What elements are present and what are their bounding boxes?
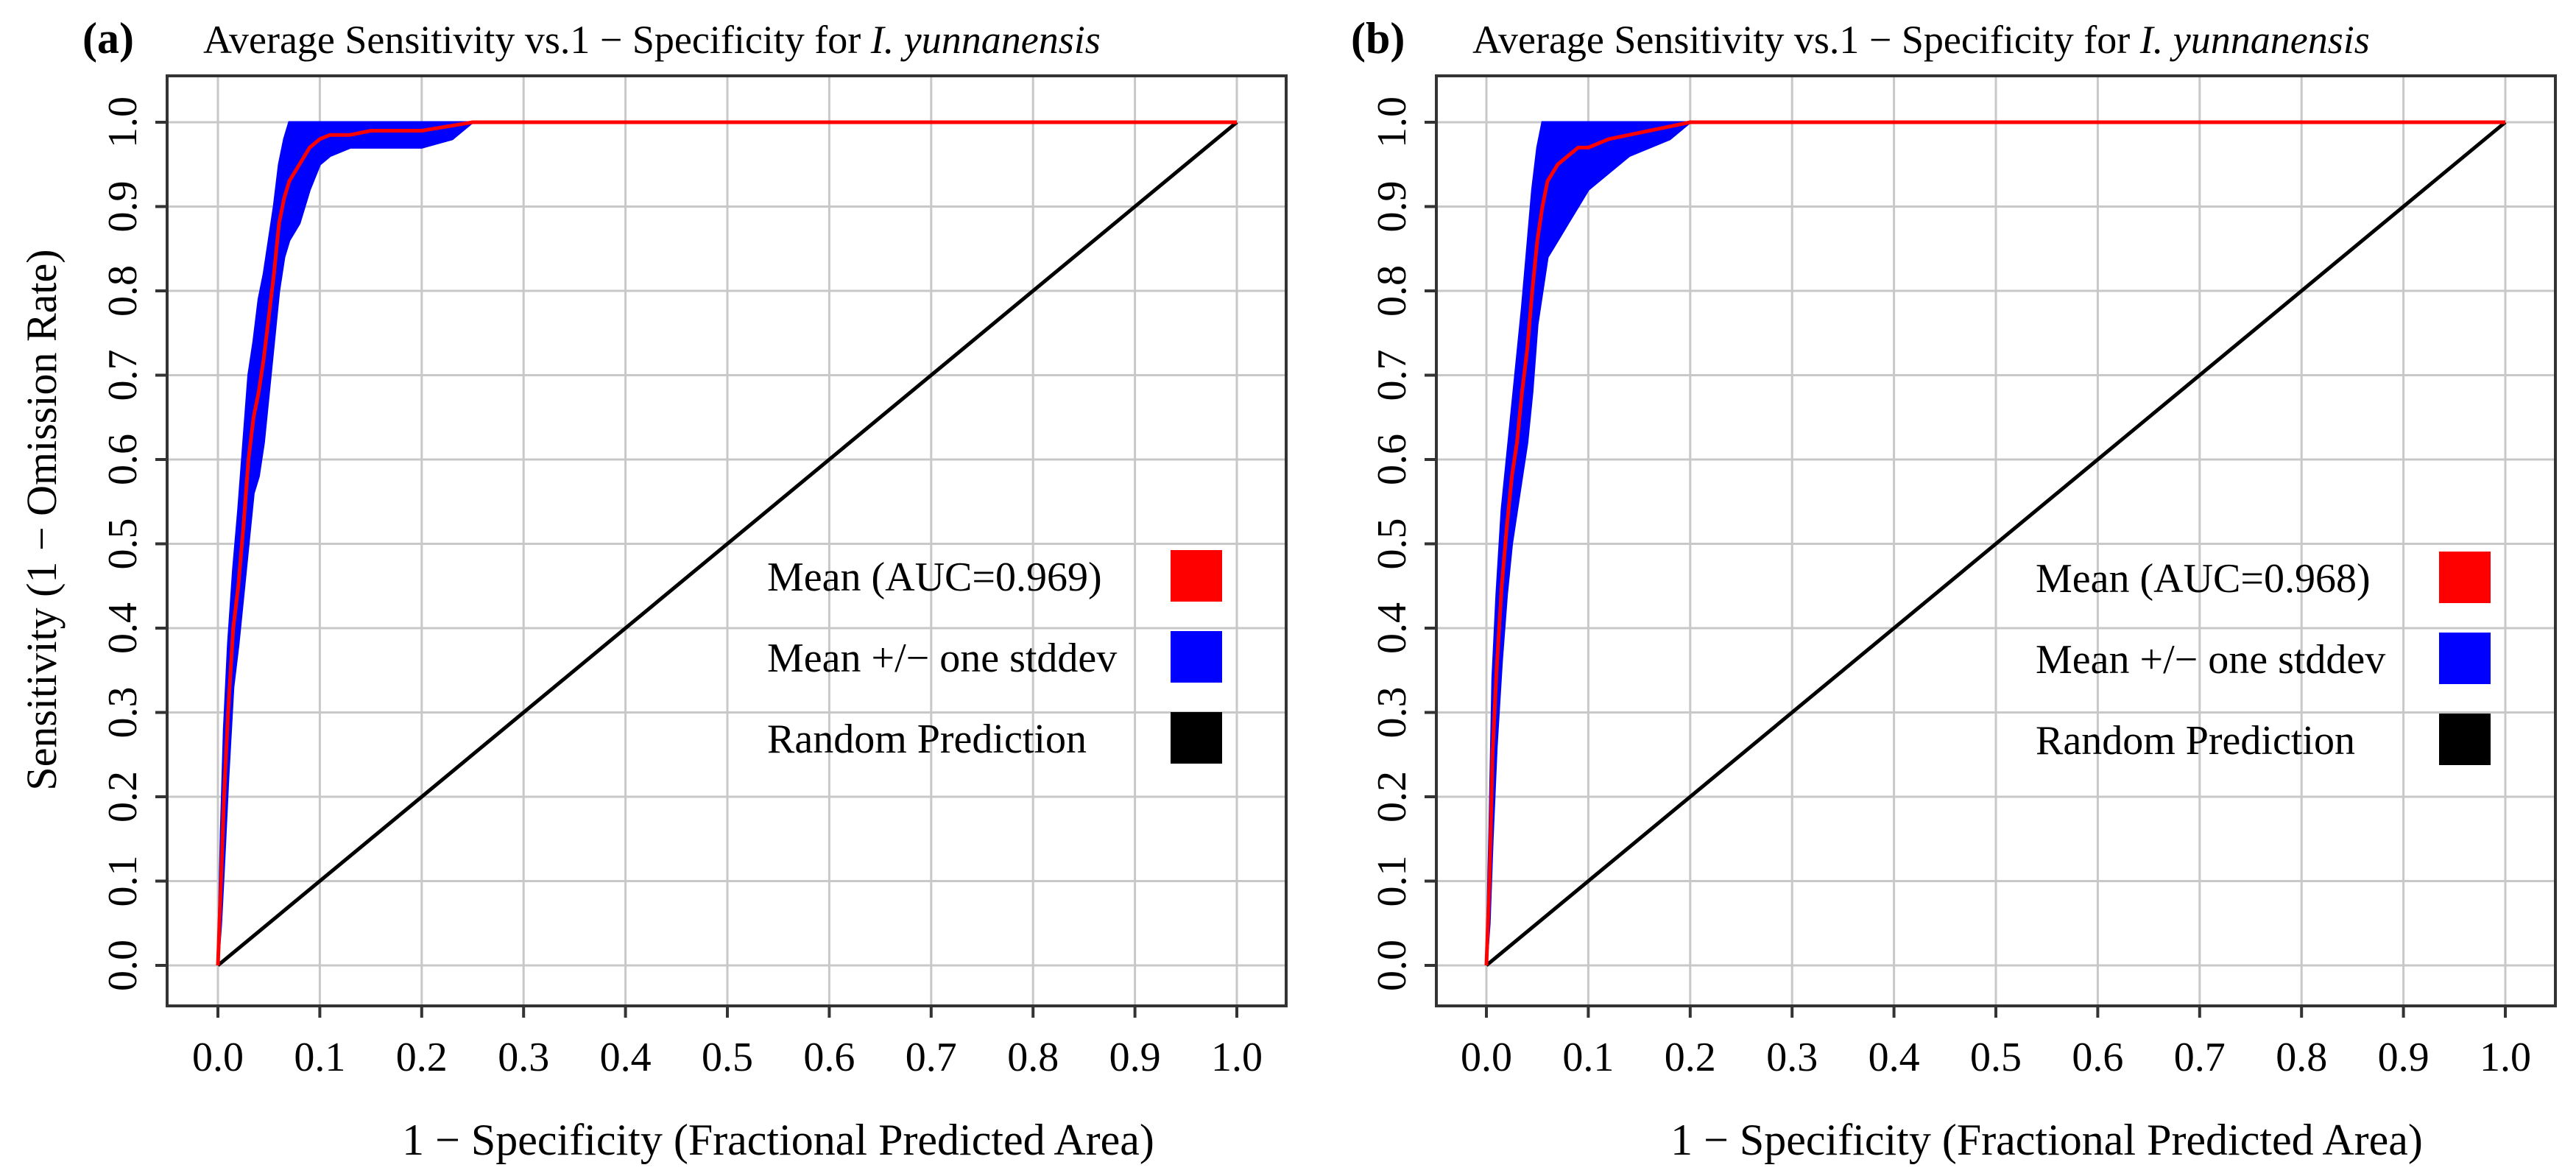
mean-roc-line xyxy=(216,120,1237,966)
random-prediction-line xyxy=(216,121,1238,967)
x-tick-label: 0.0 xyxy=(1461,1035,1512,1080)
y-tick-label: 0.2 xyxy=(1369,771,1415,823)
y-tick-label: 1.0 xyxy=(100,96,146,148)
panel-b: (b) Average Sensitivity vs.1 − Specifici… xyxy=(1351,14,2557,1164)
panel-a-x-axis-label: 1 − Specificity (Fractional Predicted Ar… xyxy=(402,1116,1154,1164)
stddev-band xyxy=(216,121,1237,966)
y-tick-label: 0.6 xyxy=(100,434,146,485)
legend-item-random-label: Random Prediction xyxy=(767,716,1087,762)
y-tick-label: 0.2 xyxy=(100,771,146,823)
random-prediction-line xyxy=(1485,121,2507,967)
y-tick-label: 0.0 xyxy=(1369,940,1415,991)
x-tick-label: 0.2 xyxy=(396,1035,448,1080)
legend-swatch-stddev xyxy=(2439,633,2491,684)
x-tick-label: 0.6 xyxy=(2072,1035,2123,1080)
panel-a-ticks: 0.0 0.1 0.2 0.3 0.4 0.5 0.6 0.7 0.8 0.9 1.0 0.0 0.1 0… xyxy=(100,96,1263,1080)
x-tick-label: 0.4 xyxy=(600,1035,652,1080)
panel-a-letter: (a) xyxy=(82,14,134,63)
panel-a-legend: Mean (AUC=0.969) Mean +/− one stddev Ran… xyxy=(767,550,1222,764)
x-tick-label: 0.1 xyxy=(294,1035,345,1080)
y-tick-label: 0.8 xyxy=(1369,265,1415,317)
y-tick-label: 0.5 xyxy=(1369,518,1415,570)
y-tick-label: 0.0 xyxy=(100,940,146,991)
mean-roc-line xyxy=(1484,120,2505,966)
x-tick-label: 0.9 xyxy=(2378,1035,2429,1080)
x-tick-label: 0.7 xyxy=(906,1035,957,1080)
x-tick-label: 0.0 xyxy=(192,1035,244,1080)
x-tick-label: 1.0 xyxy=(1211,1035,1263,1080)
panel-b-legend: Mean (AUC=0.968) Mean +/− one stddev Ran… xyxy=(2036,552,2491,765)
legend-swatch-random xyxy=(2439,714,2491,765)
x-tick-label: 0.4 xyxy=(1869,1035,1920,1080)
legend-item-stddev-label: Mean +/− one stddev xyxy=(767,635,1117,681)
y-tick-label: 0.7 xyxy=(100,350,146,401)
x-tick-label: 0.6 xyxy=(803,1035,855,1080)
panel-b-title: Average Sensitivity vs.1 − Specificity f… xyxy=(1472,18,2370,62)
legend-item-stddev-label: Mean +/− one stddev xyxy=(2036,637,2385,683)
panel-b-plot-area xyxy=(1484,120,2507,967)
x-tick-label: 0.2 xyxy=(1665,1035,1716,1080)
panel-a-y-axis-label: Sensitivity (1 − Omission Rate) xyxy=(18,249,66,790)
legend-item-random-label: Random Prediction xyxy=(2036,718,2355,764)
legend-item-mean-label: Mean (AUC=0.968) xyxy=(2036,556,2371,602)
y-tick-label: 0.4 xyxy=(1369,602,1415,654)
x-tick-label: 0.5 xyxy=(702,1035,753,1080)
x-tick-label: 0.8 xyxy=(1007,1035,1059,1080)
y-tick-label: 0.5 xyxy=(100,518,146,570)
panel-b-x-axis-label: 1 − Specificity (Fractional Predicted Ar… xyxy=(1670,1116,2423,1164)
y-tick-label: 0.9 xyxy=(100,181,146,233)
x-tick-label: 1.0 xyxy=(2480,1035,2531,1080)
y-tick-label: 1.0 xyxy=(1369,96,1415,148)
legend-swatch-mean xyxy=(1171,550,1222,602)
y-tick-label: 0.3 xyxy=(100,687,146,739)
y-tick-label: 0.4 xyxy=(100,602,146,654)
y-tick-label: 0.1 xyxy=(100,856,146,907)
y-tick-label: 0.1 xyxy=(1369,856,1415,907)
x-tick-label: 0.5 xyxy=(1970,1035,2022,1080)
x-tick-label: 0.8 xyxy=(2276,1035,2327,1080)
x-tick-label: 0.1 xyxy=(1562,1035,1614,1080)
legend-swatch-stddev xyxy=(1171,631,1222,683)
y-tick-label: 0.3 xyxy=(1369,687,1415,739)
x-tick-label: 0.9 xyxy=(1109,1035,1161,1080)
panel-b-grid xyxy=(1436,76,2555,1006)
legend-swatch-random xyxy=(1171,712,1222,764)
y-tick-label: 0.7 xyxy=(1369,350,1415,401)
legend-swatch-mean xyxy=(2439,552,2491,603)
y-tick-label: 0.6 xyxy=(1369,434,1415,485)
y-tick-label: 0.9 xyxy=(1369,181,1415,233)
x-tick-label: 0.7 xyxy=(2174,1035,2226,1080)
legend-item-mean-label: Mean (AUC=0.969) xyxy=(767,554,1102,600)
panel-b-letter: (b) xyxy=(1351,14,1405,63)
panel-a-title: Average Sensitivity vs.1 − Specificity f… xyxy=(203,18,1101,62)
stddev-band xyxy=(1485,121,2505,966)
y-tick-label: 0.8 xyxy=(100,265,146,317)
panel-a: (a) Average Sensitivity vs.1 − Specifici… xyxy=(18,14,1288,1164)
panel-a-plot-area xyxy=(216,120,1238,967)
x-tick-label: 0.3 xyxy=(1766,1035,1818,1080)
x-tick-label: 0.3 xyxy=(498,1035,549,1080)
panel-b-ticks: 0.0 0.1 0.2 0.3 0.4 0.5 0.6 0.7 0.8 0.9 1.0 0.0 0.1 0… xyxy=(1369,96,2531,1080)
